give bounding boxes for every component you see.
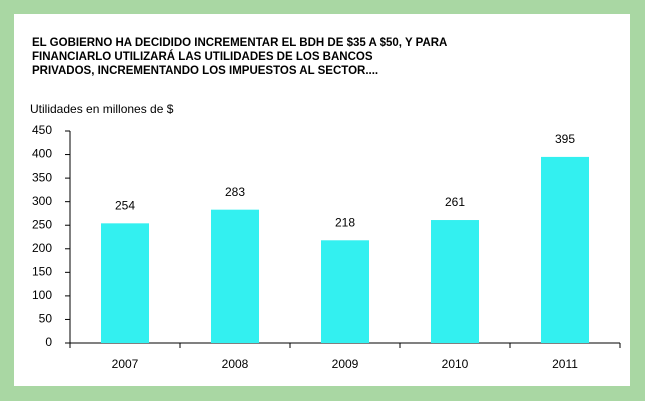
value-label: 261	[445, 195, 465, 209]
y-tick-label: 300	[32, 194, 52, 208]
chart-title: EL GOBIERNO HA DECIDIDO INCREMENTAR EL B…	[32, 37, 447, 49]
x-tick-label: 2009	[332, 357, 359, 371]
x-tick-label: 2010	[442, 357, 469, 371]
bar	[541, 156, 589, 343]
x-tick-label: 2011	[552, 357, 578, 371]
y-tick-label: 50	[39, 312, 53, 326]
x-tick-label: 2007	[112, 357, 139, 371]
bar	[211, 209, 259, 343]
value-label: 254	[115, 199, 135, 213]
y-tick-label: 350	[32, 170, 52, 184]
bar	[431, 220, 479, 343]
y-tick-label: 150	[32, 265, 52, 279]
y-tick-label: 450	[32, 123, 52, 137]
y-axis-label: Utilidades en millones de $	[30, 102, 174, 116]
y-tick-label: 0	[45, 335, 52, 349]
y-tick-label: 200	[32, 241, 52, 255]
value-label: 395	[555, 132, 575, 146]
chart-title: PRIVADOS, INCREMENTANDO LOS IMPUESTOS AL…	[32, 65, 378, 77]
chart-title: FINANCIARLO UTILIZARÁ LAS UTILIDADES DE …	[32, 50, 373, 63]
y-tick-label: 400	[32, 147, 52, 161]
y-tick-label: 250	[32, 217, 52, 231]
value-label: 283	[225, 185, 245, 199]
x-tick-label: 2008	[222, 357, 249, 371]
y-tick-label: 100	[32, 288, 52, 302]
value-label: 218	[335, 215, 355, 229]
bar	[321, 240, 369, 343]
bar	[101, 223, 149, 343]
